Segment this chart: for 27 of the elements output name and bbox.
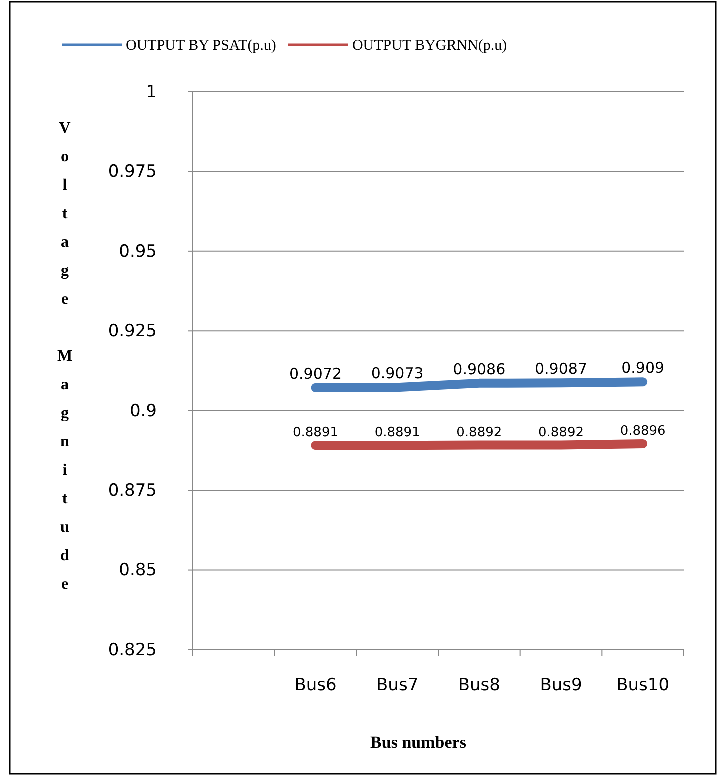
x-axis-title: Bus numbers (370, 733, 467, 752)
x-tick-label: Bus9 (540, 675, 582, 696)
y-tick-label: 0.825 (108, 640, 157, 660)
y-tick-label: 0.85 (119, 560, 157, 581)
data-label: 0.8891 (374, 426, 420, 441)
x-tick-label: Bus8 (458, 675, 500, 696)
data-label: 0.909 (622, 359, 665, 378)
y-tick-label: 1 (146, 82, 157, 102)
y-tick-label: 0.975 (108, 162, 157, 182)
data-label: 0.8892 (538, 425, 584, 440)
data-label: 0.9072 (290, 364, 342, 383)
text: Voltage Magnitude (57, 120, 73, 593)
x-tick-label: Bus6 (294, 675, 337, 696)
data-label: 0.8891 (293, 426, 338, 441)
y-tick-label: 0.925 (108, 322, 157, 342)
data-label: 0.8892 (456, 425, 502, 440)
data-label: 0.9086 (453, 360, 506, 378)
legend-label: OUTPUT BY PSAT(p.u) (126, 38, 276, 54)
y-tick-label: 0.9 (130, 401, 157, 422)
data-label: 0.8896 (620, 424, 666, 440)
y-tick-label: 0.95 (119, 242, 157, 262)
data-label: 0.9087 (535, 360, 588, 378)
x-tick-label: Bus10 (616, 675, 670, 696)
y-tick-label: 0.875 (108, 481, 157, 502)
x-tick-label: Bus7 (376, 675, 419, 696)
data-label: 0.9073 (371, 364, 424, 383)
legend-label: OUTPUT BYGRNN(p.u) (352, 38, 508, 54)
